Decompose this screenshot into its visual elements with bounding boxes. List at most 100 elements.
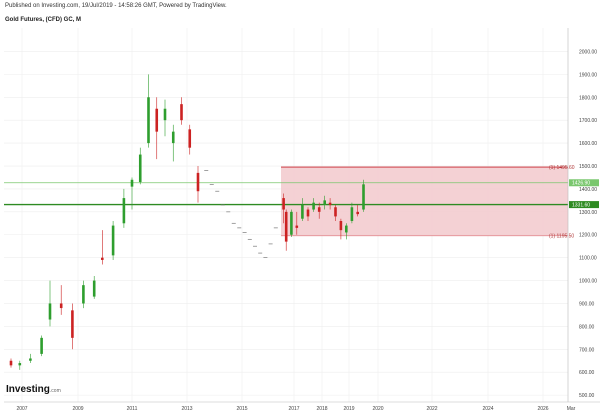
band-top-label: (1) 1495.60 bbox=[549, 165, 575, 171]
price-tag-label: 1331.60 bbox=[572, 202, 590, 208]
candle bbox=[101, 230, 104, 265]
candle bbox=[290, 209, 293, 238]
x-tick-label: 2024 bbox=[482, 406, 493, 412]
y-tick-label: 1500.00 bbox=[579, 164, 597, 170]
candle bbox=[328, 198, 332, 210]
candle-body bbox=[82, 285, 85, 304]
candle-body bbox=[101, 257, 104, 260]
target-band: (1) 1495.60 (1) 1195.50 bbox=[281, 165, 575, 240]
candle-body bbox=[290, 211, 293, 235]
y-tick-label: 500.00 bbox=[579, 393, 595, 399]
x-tick-label: 2011 bbox=[127, 406, 138, 412]
y-tick-label: 1100.00 bbox=[579, 256, 597, 262]
y-tick-label: 1300.00 bbox=[579, 210, 597, 216]
candle bbox=[339, 218, 343, 240]
candle bbox=[362, 179, 365, 212]
candle-body bbox=[196, 172, 200, 192]
candle bbox=[196, 166, 200, 203]
candle bbox=[323, 195, 326, 210]
candle-body bbox=[339, 221, 343, 231]
candle bbox=[301, 198, 304, 221]
candle bbox=[92, 275, 96, 299]
published-note: Published on Investing.com, 19/Jul/2019 … bbox=[5, 3, 227, 9]
candle bbox=[18, 360, 22, 370]
y-tick-label: 1600.00 bbox=[579, 141, 597, 147]
candle bbox=[306, 207, 310, 221]
candle bbox=[130, 177, 134, 210]
x-tick-label: 2017 bbox=[288, 406, 299, 412]
y-axis: 2000.00 1900.00 1800.00 1700.00 1600.00 1500.… bbox=[567, 28, 597, 402]
y-tick-label: 1700.00 bbox=[579, 118, 597, 124]
y-tick-label: 1800.00 bbox=[579, 95, 597, 101]
candle-body bbox=[163, 108, 167, 121]
candle-body bbox=[317, 207, 321, 212]
candle-body bbox=[328, 202, 332, 205]
x-tick-label: 2009 bbox=[72, 406, 83, 412]
y-tick-label: 1200.00 bbox=[579, 233, 597, 239]
x-tick-label: 2018 bbox=[316, 406, 327, 412]
candle bbox=[82, 280, 85, 309]
candle-body bbox=[111, 225, 115, 256]
candle-body bbox=[323, 200, 326, 205]
candle-body bbox=[122, 198, 126, 224]
candle bbox=[334, 204, 337, 221]
candle bbox=[163, 99, 167, 137]
horizontal-lines: 1426.90 1331.60 bbox=[4, 179, 599, 208]
y-tick-label: 1400.00 bbox=[579, 187, 597, 193]
candle-body bbox=[312, 202, 315, 210]
candle bbox=[155, 97, 159, 160]
candle-body bbox=[350, 207, 354, 221]
grid bbox=[4, 28, 568, 402]
y-tick-label: 2000.00 bbox=[579, 49, 597, 55]
band-bottom-label: (1) 1195.50 bbox=[549, 234, 574, 240]
candle bbox=[147, 74, 150, 148]
candle-body bbox=[171, 131, 175, 144]
y-tick-label: 600.00 bbox=[579, 370, 595, 376]
x-tick-label: 2015 bbox=[236, 406, 247, 412]
candle-body bbox=[40, 337, 43, 354]
candle-body bbox=[295, 225, 299, 228]
y-tick-label: 700.00 bbox=[579, 347, 595, 353]
candle-body bbox=[282, 198, 285, 210]
y-tick-label: 1900.00 bbox=[579, 72, 597, 78]
candle bbox=[312, 198, 315, 212]
candle-body bbox=[306, 209, 310, 217]
dash-markers bbox=[204, 170, 278, 259]
candles bbox=[9, 74, 365, 370]
candle bbox=[171, 124, 175, 162]
candle bbox=[317, 202, 321, 219]
candle bbox=[122, 188, 126, 228]
chart-title: Gold Futures, (CFD) GC, M bbox=[5, 17, 81, 23]
candle-body bbox=[138, 154, 142, 183]
band-area bbox=[281, 167, 568, 236]
candle bbox=[345, 223, 348, 240]
candle-body bbox=[180, 104, 183, 121]
candle-body bbox=[362, 184, 365, 210]
candle bbox=[180, 97, 183, 125]
candle-body bbox=[345, 225, 348, 233]
candle-body bbox=[334, 207, 337, 217]
candle-body bbox=[59, 303, 63, 309]
candle bbox=[48, 280, 52, 327]
candle bbox=[295, 211, 299, 235]
price-tag-label: 1426.90 bbox=[572, 181, 590, 187]
candle-body bbox=[48, 303, 52, 320]
x-tick-label: Mar bbox=[567, 406, 576, 412]
y-tick-label: 800.00 bbox=[579, 324, 595, 330]
candle-body bbox=[284, 211, 288, 242]
candle bbox=[138, 147, 142, 185]
y-tick-label: 900.00 bbox=[579, 301, 595, 307]
candle-body bbox=[29, 358, 32, 361]
candle-body bbox=[130, 179, 134, 187]
candle bbox=[29, 353, 32, 364]
x-tick-label: 2020 bbox=[372, 406, 383, 412]
candle-body bbox=[71, 310, 74, 338]
candle bbox=[71, 303, 74, 350]
investing-logo: Investing.com bbox=[6, 384, 61, 395]
x-tick-label: 2007 bbox=[16, 406, 27, 412]
price-tag-bg bbox=[569, 179, 599, 187]
candle bbox=[188, 124, 192, 155]
candle bbox=[356, 204, 359, 217]
x-tick-label: 2013 bbox=[181, 406, 192, 412]
